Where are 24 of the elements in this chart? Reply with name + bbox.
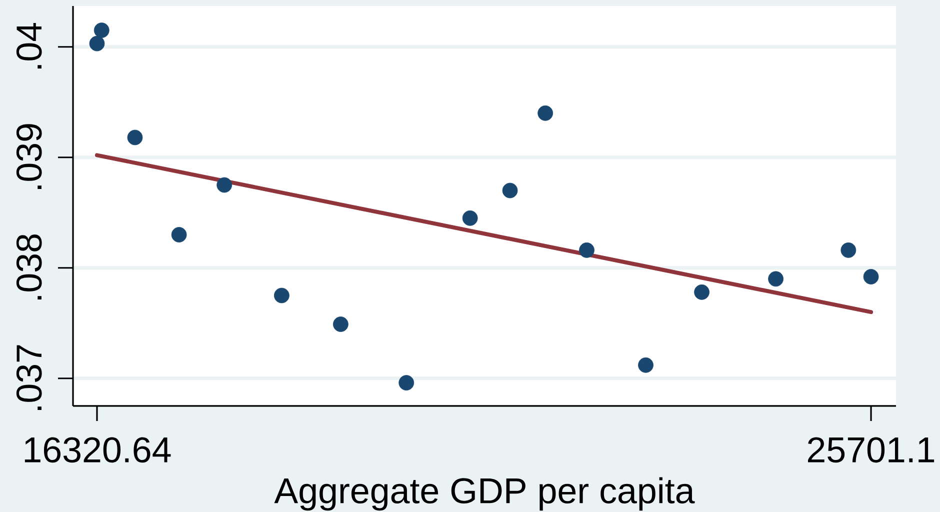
point [840,242,856,258]
y-tick-label: .039 [16,124,42,189]
x-axis-title: Aggregate GDP per capita [274,477,695,511]
point [768,271,784,287]
y-tick-label: .038 [16,234,42,300]
x-tick-label: 16320.64 [24,437,171,463]
y-tick-label: .04 [16,22,42,69]
point [89,36,105,52]
point [579,242,594,258]
x-tick-label: 25701.1 [808,437,934,463]
point [274,288,290,304]
point [462,210,478,226]
point [638,357,654,373]
point [502,182,518,198]
point [171,227,187,242]
point [398,375,414,390]
point [538,105,554,121]
y-tick-label: .037 [16,345,42,410]
point [94,22,110,38]
point [694,284,710,300]
point [127,130,143,146]
point [216,177,232,193]
point [332,316,348,332]
point [863,269,879,284]
